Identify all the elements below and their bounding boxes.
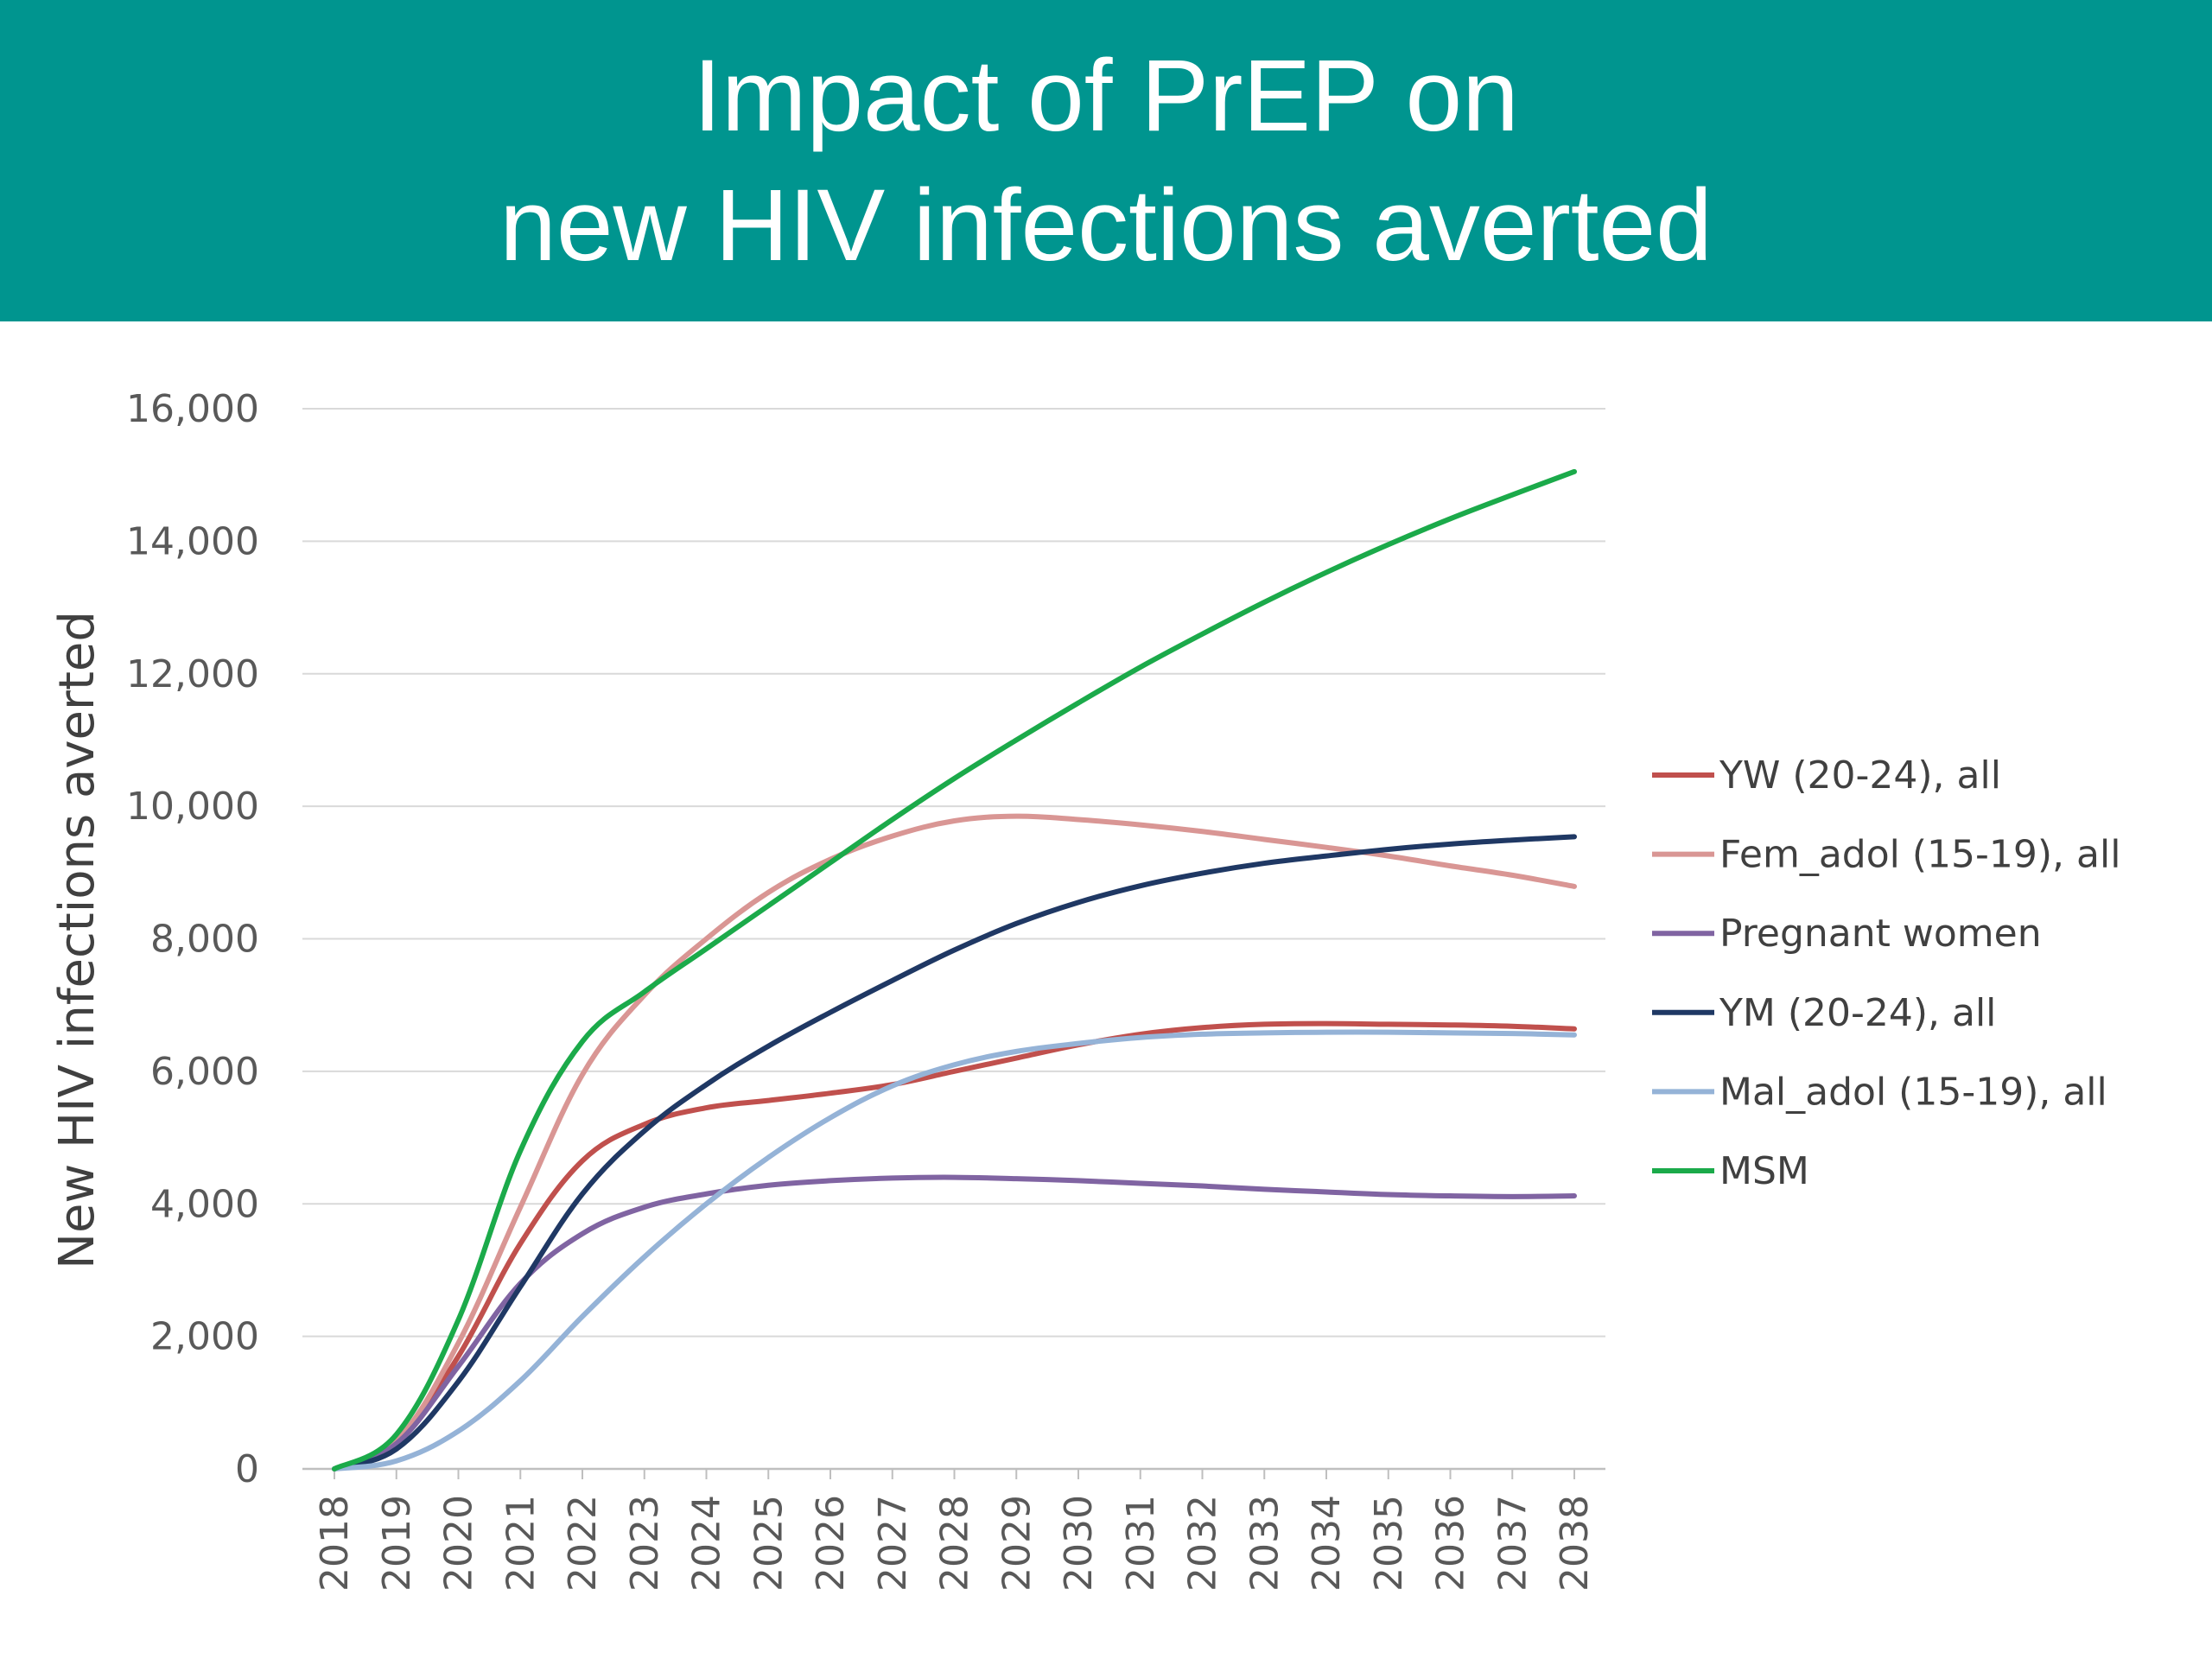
x-tick-label: 2019 (375, 1495, 419, 1592)
series-line-yw-20-24-all (332, 1020, 1577, 1471)
series-line-fem-adol-15-19-all (332, 813, 1577, 1471)
y-tick-label: 12,000 (126, 652, 259, 696)
x-tick-label: 2027 (871, 1495, 915, 1592)
legend-label-msm: MSM (1719, 1149, 1809, 1193)
y-axis-ticks: 0 2,000 4,000 6,000 8,000 10,000 12,000 14,000 1… (126, 387, 259, 1491)
x-tick-label: 2029 (995, 1495, 1039, 1592)
x-tick-label: 2031 (1119, 1495, 1163, 1592)
x-tick-label: 2024 (685, 1495, 729, 1592)
legend-label-mal-adol-15-19-all: Mal_adol (15-19), all (1719, 1070, 2107, 1114)
x-tick-label: 2028 (933, 1495, 977, 1592)
title-banner: Impact of PrEP on new HIV infections ave… (0, 0, 2212, 321)
x-tick-label: 2022 (561, 1495, 605, 1592)
x-tick-label: 2037 (1491, 1495, 1535, 1592)
x-tick-label: 2030 (1057, 1495, 1101, 1592)
x-tick-label: 2035 (1367, 1495, 1411, 1592)
y-tick-label: 14,000 (126, 519, 259, 563)
legend-label-yw-20-24-all: YW (20-24), all (1719, 753, 2001, 798)
x-tick-label: 2021 (499, 1495, 543, 1592)
x-tick-label: 2033 (1243, 1495, 1287, 1592)
x-tick-label: 2023 (623, 1495, 667, 1592)
legend-label-fem-adol-15-19-all: Fem_adol (15-19), all (1719, 833, 2120, 877)
legend: YW (20-24), all Fem_adol (15-19), all Preg… (1652, 753, 2120, 1193)
series-lines (332, 468, 1577, 1471)
x-tick-label: 2032 (1181, 1495, 1225, 1592)
y-tick-label: 10,000 (126, 785, 259, 829)
x-tick-label: 2020 (437, 1495, 481, 1592)
legend-label-pregnant-women: Pregnant women (1719, 912, 2042, 956)
x-axis-ticks: 2018 2019 2020 2021 2022 2023 2024 2025 2026 2027… (313, 1469, 1597, 1592)
y-tick-label: 16,000 (126, 387, 259, 431)
y-tick-label: 2,000 (150, 1315, 259, 1359)
y-axis-title: New HIV infections averted (49, 611, 105, 1269)
x-tick-label: 2025 (747, 1495, 791, 1592)
chart-title-line-1: Impact of PrEP on (693, 39, 1519, 153)
chart-title-line-2: new HIV infections averted (499, 168, 1713, 283)
x-tick-label: 2038 (1553, 1495, 1597, 1592)
y-tick-label: 8,000 (150, 918, 259, 962)
series-line-mal-adol-15-19-all (332, 1029, 1577, 1471)
series-line-msm (332, 468, 1577, 1471)
x-tick-label: 2018 (313, 1495, 357, 1592)
y-tick-label: 0 (235, 1447, 259, 1491)
x-tick-label: 2026 (809, 1495, 853, 1592)
series-line-pregnant-women (332, 1174, 1577, 1471)
y-tick-label: 6,000 (150, 1050, 259, 1094)
x-tick-label: 2034 (1305, 1495, 1349, 1592)
legend-label-ym-20-24-all: YM (20-24), all (1719, 991, 1996, 1035)
y-tick-label: 4,000 (150, 1182, 259, 1226)
series-line-ym-20-24-all (332, 834, 1577, 1471)
x-tick-label: 2036 (1429, 1495, 1473, 1592)
